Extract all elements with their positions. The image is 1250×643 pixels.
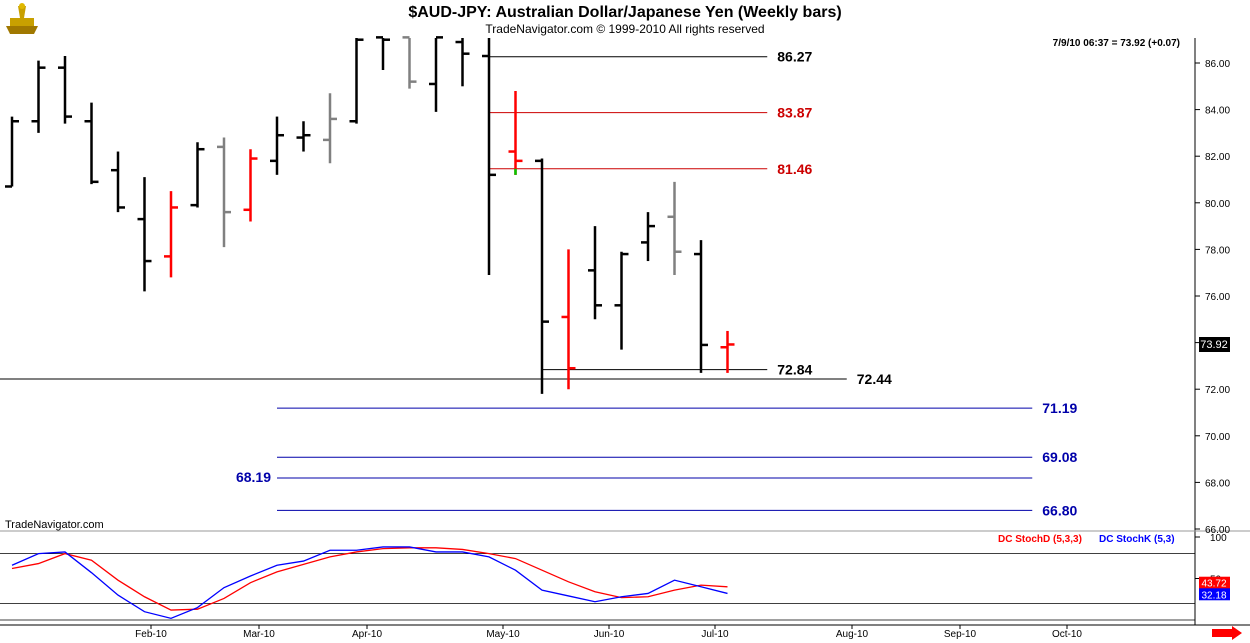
price-axis-tick-label: 86.00 [1205,59,1230,70]
last-price-label: 73.92 [1200,339,1228,351]
ohlc-bar [376,36,390,70]
price-level-label: 83.87 [777,105,812,121]
price-axis-tick-label: 80.00 [1205,199,1230,210]
price-level-label: 68.19 [236,469,271,485]
ohlc-bar [429,36,443,112]
ohlc-bar [190,142,205,208]
trade-navigator-logo-icon [6,3,38,34]
ohlc-bar [137,177,152,292]
stochastic-d-value-box [1199,576,1230,589]
ohlc-bar [323,93,337,164]
price-axis-tick-label: 82.00 [1205,152,1230,163]
ohlc-bar [694,240,708,373]
time-axis-label: Jul-10 [701,629,729,640]
price-level-label: 69.08 [1042,449,1077,465]
chart-subtitle: TradeNavigator.com © 1999-2010 All right… [485,22,764,36]
ohlc-bar [482,38,496,276]
stochastic-k-value: 32.18 [1201,590,1226,601]
ohlc-bar [535,158,549,394]
price-level-label: 71.19 [1042,400,1077,416]
ohlc-bar [5,116,19,188]
time-axis-label: Jun-10 [594,629,625,640]
price-axis-tick-label: 68.00 [1205,478,1230,489]
ohlc-bar [111,151,125,213]
price-bars [5,36,735,394]
quote-readout: 7/9/10 06:37 = 73.92 (+0.07) [1053,38,1180,49]
stochastic-series-line [11,547,728,611]
ohlc-bar [296,121,311,152]
price-axis-tick-label: 66.00 [1205,525,1230,536]
price-level-label: 72.44 [857,371,892,387]
price-level-label: 72.84 [777,362,812,378]
price-axis-tick-label: 72.00 [1205,385,1230,396]
ohlc-bar [270,116,284,175]
time-axis: Feb-10 Mar-10 Apr-10 May-10 Jun-10 Jul-10 Aug-… [135,625,1082,640]
price-level-label: 81.46 [777,161,812,177]
last-price-box [1199,337,1230,352]
ohlc-bar [561,249,576,390]
price-axis-tick-label: 76.00 [1205,292,1230,303]
time-axis-label: Feb-10 [135,629,167,640]
stochastic-legend-d: DC StochD (5,3,3) [998,534,1082,545]
stochastic-panel: 10050DC StochD (5,3,3)DC StochK (5,3)43.… [0,533,1230,621]
ohlc-bar [614,251,629,350]
ohlc-bar [84,102,99,185]
stochastic-axis-tick-label: 100 [1210,533,1227,544]
time-axis-label: Mar-10 [243,629,275,640]
watermark: TradeNavigator.com [5,519,104,531]
ohlc-bar [588,226,602,320]
ohlc-bar [402,36,417,89]
stochastic-series-line [11,546,728,620]
stochastic-k-value-box [1199,588,1230,601]
ohlc-bar [349,38,364,124]
stochastic-d-value: 43.72 [1201,579,1226,590]
time-axis-label: Sep-10 [944,629,977,640]
time-axis-label: Aug-10 [836,629,869,640]
ohlc-bar [641,212,655,262]
price-level-label: 86.27 [777,49,812,65]
ohlc-bar [508,90,523,175]
price-axis-tick-label: 78.00 [1205,245,1230,256]
scroll-right-arrow-icon[interactable] [1212,626,1242,640]
price-level-label: 66.80 [1042,502,1077,518]
ohlc-bar [164,191,178,278]
price-axis-tick-label: 84.00 [1205,106,1230,117]
stochastic-legend-k: DC StochK (5,3) [1099,534,1175,545]
ohlc-bar [720,330,735,373]
time-axis-label: Apr-10 [352,629,382,640]
price-axis-tick-label: 70.00 [1205,432,1230,443]
ohlc-bar [243,149,258,222]
time-axis-label: May-10 [486,629,520,640]
chart-title: $AUD-JPY: Australian Dollar/Japanese Yen… [408,4,841,21]
last-price-marker: 73.92 [1199,337,1230,352]
ohlc-bar [31,60,46,133]
time-axis-label: Oct-10 [1052,629,1082,640]
price-levels: 86.27 83.87 81.46 72.84 72.44 71.19 69.08 68.19… [0,49,1077,518]
ohlc-bar [58,56,72,124]
ohlc-bar [455,38,470,87]
ohlc-bar [217,137,231,248]
ohlc-bar [667,181,682,276]
